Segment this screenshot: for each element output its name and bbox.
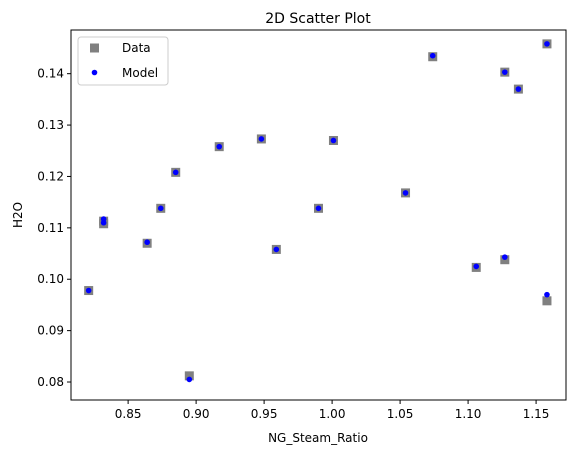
model-point — [186, 376, 193, 383]
legend-model-marker — [91, 69, 98, 76]
model-point — [473, 263, 480, 270]
model-point — [85, 287, 92, 294]
legend-data-label: Data — [122, 41, 151, 55]
x-tick-label: 0.85 — [115, 407, 142, 421]
model-point — [544, 41, 550, 47]
x-tick-label: 1.10 — [455, 407, 482, 421]
x-tick-label: 1.00 — [319, 407, 346, 421]
data-point — [542, 296, 552, 306]
model-point — [216, 143, 223, 150]
y-tick-label: 0.08 — [37, 375, 64, 389]
chart-title: 2D Scatter Plot — [265, 11, 371, 27]
model-point — [330, 137, 337, 144]
model-point — [429, 52, 436, 59]
y-tick-label: 0.13 — [37, 118, 64, 132]
model-point — [502, 69, 508, 75]
x-axis: 0.85 0.90 0.95 1.00 1.05 1.10 1.15 — [115, 400, 550, 421]
model-point — [315, 205, 322, 212]
model-point — [157, 205, 164, 212]
model-point — [144, 239, 150, 246]
y-tick-label: 0.09 — [37, 324, 64, 338]
x-tick-label: 1.05 — [387, 407, 414, 421]
legend-data-marker — [90, 43, 99, 53]
x-tick-label: 1.15 — [523, 407, 550, 421]
legend-model-label: Model — [122, 66, 158, 80]
model-point — [402, 190, 409, 196]
y-tick-label: 0.12 — [37, 169, 64, 183]
model-point — [258, 136, 265, 142]
legend: Data Model — [77, 36, 169, 86]
y-tick-label: 0.11 — [37, 221, 64, 235]
x-axis-label: NG_Steam_Ratio — [268, 431, 368, 445]
x-tick-label: 0.90 — [183, 407, 210, 421]
model-point — [544, 291, 550, 298]
legend-box — [77, 36, 169, 86]
y-tick-label: 0.10 — [37, 272, 64, 286]
data-point — [184, 371, 194, 381]
plot-frame — [70, 29, 567, 401]
model-point — [515, 86, 522, 92]
x-tick-label: 0.95 — [251, 407, 278, 421]
y-tick-label: 0.14 — [37, 67, 64, 81]
model-point — [172, 169, 179, 176]
model-point — [100, 216, 107, 222]
model-point — [273, 246, 280, 253]
y-axis: 0.08 0.09 0.10 0.11 0.12 0.13 0.14 — [37, 67, 71, 389]
model-point — [502, 254, 508, 260]
y-axis-label: H2O — [11, 202, 25, 228]
plot-area — [84, 39, 552, 383]
